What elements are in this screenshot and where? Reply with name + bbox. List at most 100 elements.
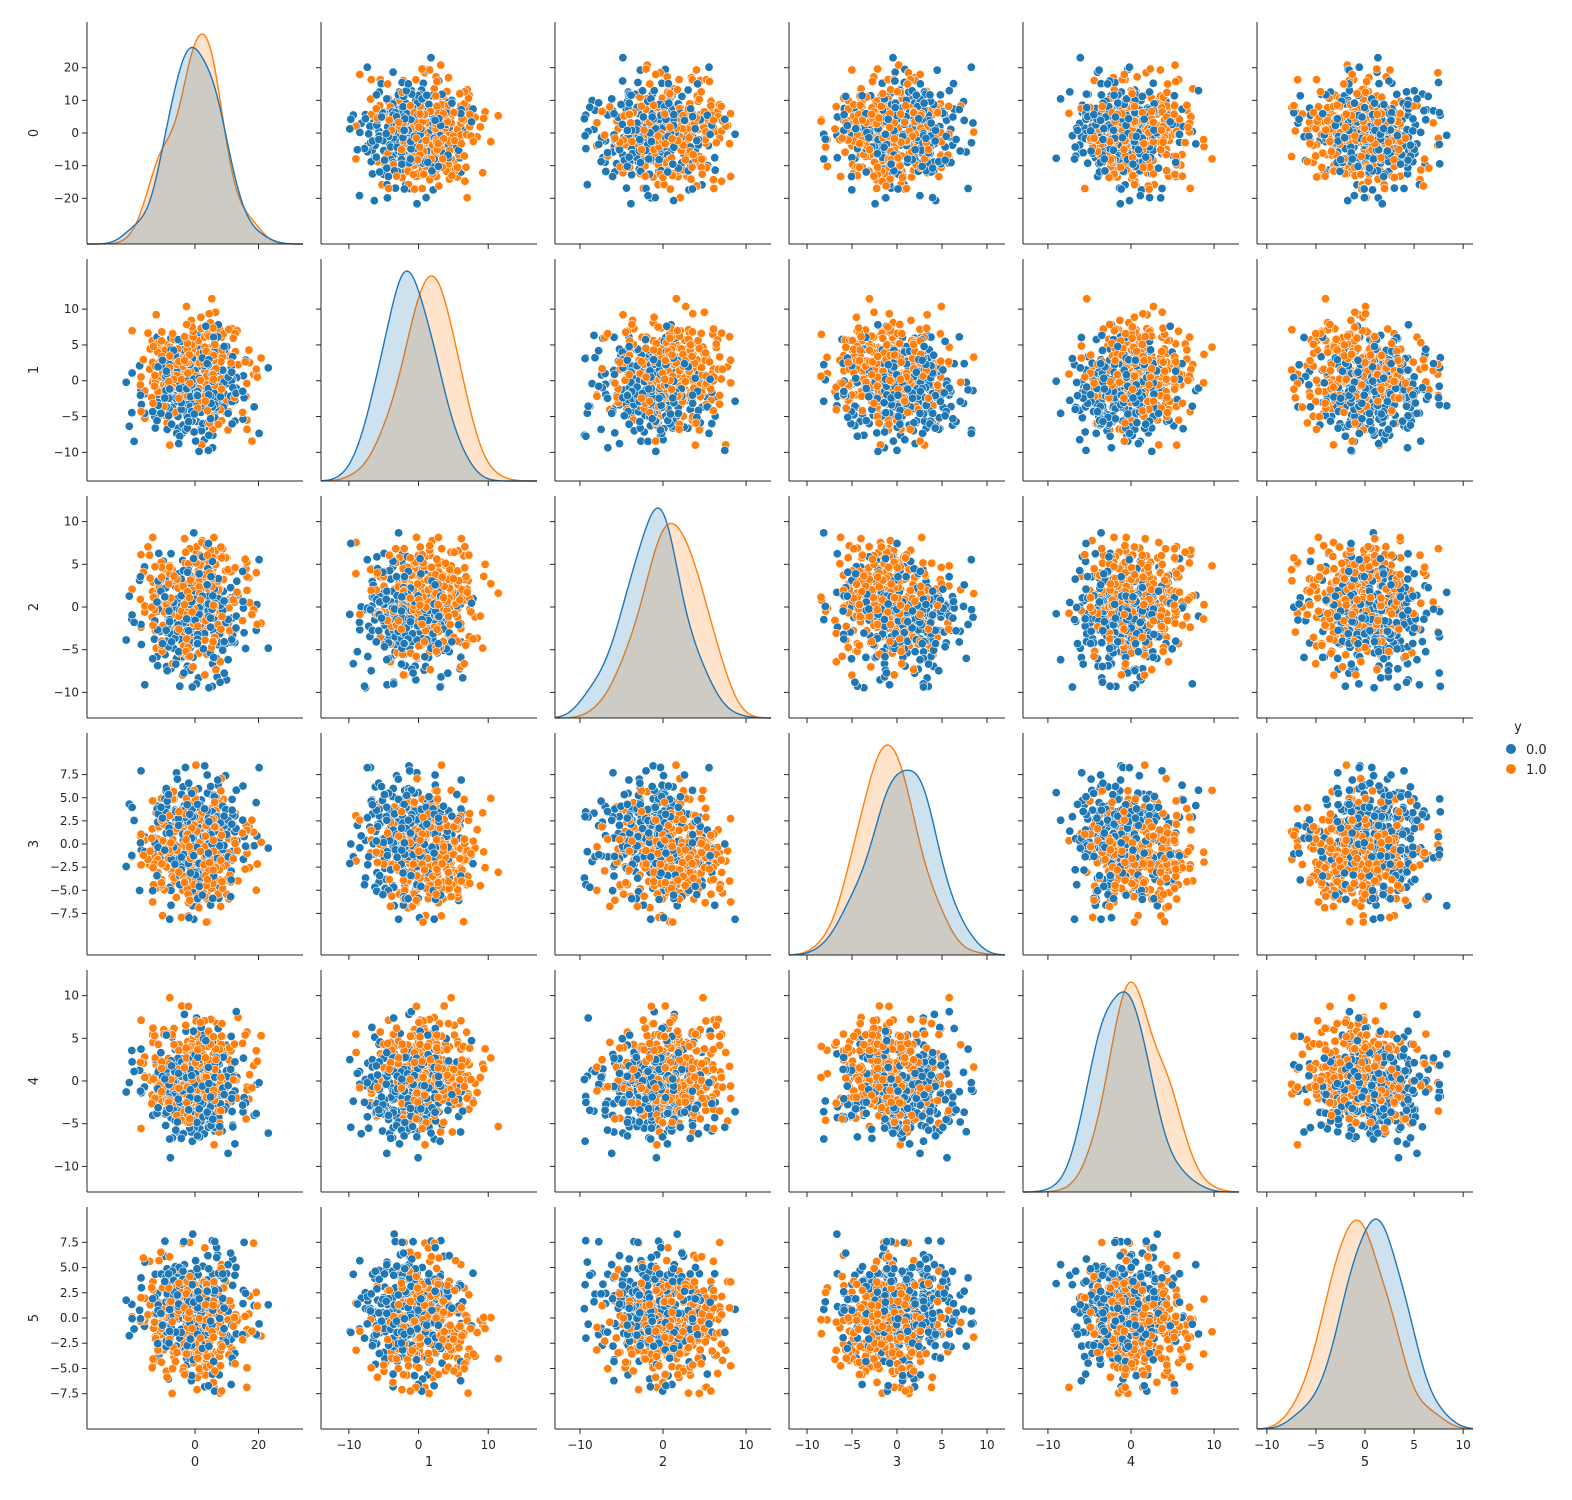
point-0.0 [398,102,408,112]
point-0.0 [1115,199,1125,209]
point-0.0 [1070,142,1080,152]
point-0.0 [219,341,229,351]
point-1.0 [1182,100,1192,110]
point-1.0 [151,310,161,320]
point-1.0 [1162,87,1172,97]
point-0.0 [1175,129,1185,139]
point-0.0 [1194,86,1204,96]
point-1.0 [431,91,441,101]
point-1.0 [936,301,946,311]
point-1.0 [1312,75,1322,85]
point-1.0 [465,110,475,120]
point-0.0 [1353,161,1363,171]
point-0.0 [870,199,880,209]
point-1.0 [165,440,175,450]
y-tick-label: −10 [54,159,79,173]
point-1.0 [242,424,252,434]
point-1.0 [867,77,877,87]
point-0.0 [371,90,381,100]
point-1.0 [600,130,610,140]
point-1.0 [653,322,663,332]
point-1.0 [865,145,875,155]
point-0.0 [707,419,717,429]
y-tick-label: 20 [64,61,79,75]
point-0.0 [843,412,853,422]
point-1.0 [854,323,864,333]
point-0.0 [1171,157,1181,167]
point-0.0 [129,436,139,446]
point-0.0 [633,78,643,88]
point-1.0 [244,345,254,355]
point-1.0 [843,358,853,368]
point-1.0 [715,390,725,400]
point-0.0 [1157,184,1167,194]
point-0.0 [1117,133,1127,143]
point-1.0 [873,351,883,361]
point-0.0 [618,53,628,63]
point-0.0 [688,112,698,122]
point-1.0 [667,350,677,360]
point-0.0 [686,104,696,114]
point-0.0 [1128,159,1138,169]
point-1.0 [597,107,607,117]
point-1.0 [653,131,663,141]
point-1.0 [872,183,882,193]
point-1.0 [889,134,899,144]
point-0.0 [820,134,830,144]
point-0.0 [915,79,925,89]
point-1.0 [873,64,883,74]
point-0.0 [910,145,920,155]
point-1.0 [1302,157,1312,167]
point-1.0 [836,172,846,182]
y-tick-label: 0 [71,374,79,388]
point-1.0 [636,145,646,155]
point-1.0 [869,307,879,317]
point-1.0 [854,356,864,366]
point-0.0 [156,408,166,418]
point-0.0 [422,90,432,100]
point-0.0 [1379,124,1389,134]
point-0.0 [839,386,849,396]
point-0.0 [1145,193,1155,203]
point-1.0 [933,108,943,118]
point-0.0 [881,408,891,418]
point-1.0 [355,70,365,80]
point-1.0 [203,406,213,416]
point-1.0 [150,370,160,380]
point-1.0 [639,125,649,135]
point-1.0 [1394,145,1404,155]
point-0.0 [609,369,619,379]
point-0.0 [1340,133,1350,143]
point-1.0 [1356,152,1366,162]
point-0.0 [1379,172,1389,182]
point-1.0 [636,101,646,111]
point-0.0 [164,411,174,421]
point-0.0 [1089,110,1099,120]
point-1.0 [455,89,465,99]
point-0.0 [607,408,617,418]
point-1.0 [1185,183,1195,193]
point-0.0 [903,384,913,394]
point-1.0 [150,381,160,391]
point-1.0 [182,301,192,311]
point-0.0 [915,408,925,418]
point-0.0 [872,428,882,438]
point-0.0 [1051,153,1061,163]
point-0.0 [360,114,370,124]
point-1.0 [1311,151,1321,161]
point-1.0 [247,436,257,446]
point-1.0 [1362,77,1372,87]
point-1.0 [1147,107,1157,117]
point-0.0 [1408,126,1418,136]
point-1.0 [893,153,903,163]
point-1.0 [649,312,659,322]
point-0.0 [1403,99,1413,109]
point-1.0 [214,419,224,429]
point-0.0 [1083,158,1093,168]
point-0.0 [673,408,683,418]
point-0.0 [1124,62,1134,72]
point-0.0 [1078,148,1088,158]
panel-1-4 [1018,259,1239,486]
point-0.0 [1139,114,1149,124]
